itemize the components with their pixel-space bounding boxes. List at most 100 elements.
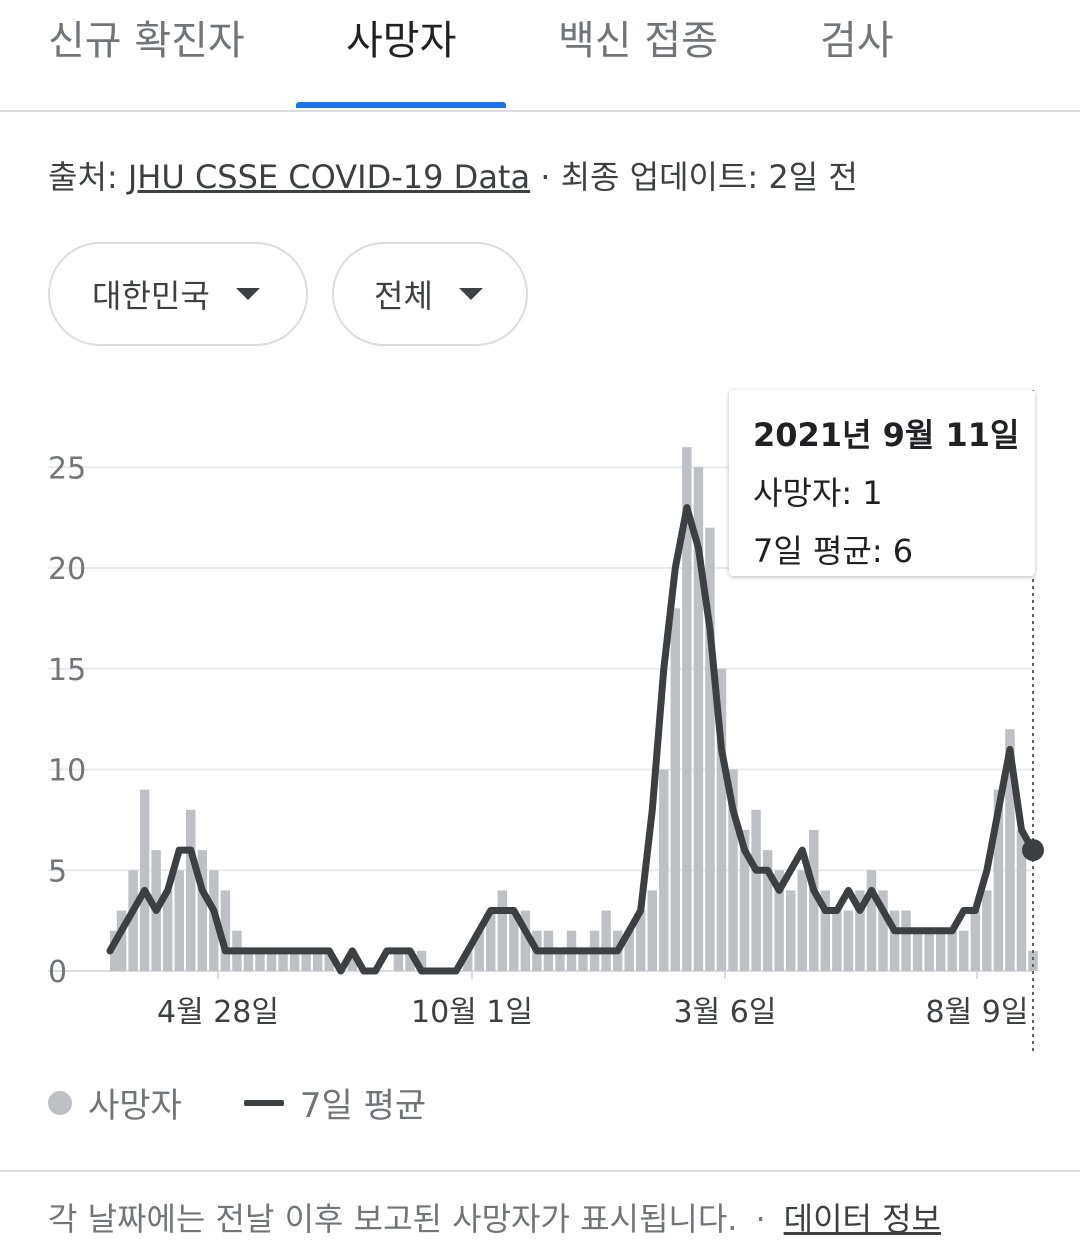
legend-deaths-label: 사망자 — [88, 1086, 182, 1126]
deaths-bar — [578, 950, 588, 971]
legend-deaths-marker — [48, 1090, 72, 1115]
tab-tests[interactable]: 검사 — [820, 18, 894, 64]
deaths-bar — [624, 930, 634, 971]
deaths-bar — [670, 608, 681, 971]
footer-note: 각 날짜에는 전날 이후 보고된 사망자가 표시됩니다. · 데이터 정보 — [48, 1194, 941, 1240]
deaths-bar — [301, 950, 311, 971]
deaths-bar — [1016, 829, 1027, 971]
deaths-bar — [474, 930, 484, 971]
deaths-bar — [462, 950, 473, 971]
deaths-bar — [405, 950, 415, 971]
deaths-bar — [693, 467, 704, 971]
deaths-bar — [924, 930, 934, 971]
chart-legend: 사망자 7일 평균 — [48, 1078, 426, 1127]
deaths-bar — [116, 910, 127, 971]
deaths-bar — [901, 910, 911, 971]
deaths-bar — [820, 890, 831, 971]
y-tick-label: 0 — [48, 955, 67, 990]
y-tick-label: 25 — [48, 451, 86, 486]
deaths-bar — [139, 789, 150, 971]
last-updated: 최종 업데이트: 2일 전 — [560, 158, 858, 196]
x-tick-label: 8월 9일 — [926, 995, 1029, 1030]
deaths-bar — [312, 950, 323, 971]
hover-point — [1022, 839, 1044, 862]
y-tick-label: 5 — [48, 854, 67, 889]
y-tick-label: 20 — [48, 552, 86, 587]
deaths-bar — [1005, 729, 1015, 971]
deaths-bar — [728, 769, 738, 971]
deaths-bar — [520, 910, 531, 971]
chevron-down-icon — [458, 288, 483, 300]
deaths-bar — [739, 829, 750, 971]
tooltip-date: 2021년 9월 11일 — [753, 416, 1020, 454]
deaths-bar — [912, 930, 923, 971]
deaths-bar — [555, 950, 565, 971]
deaths-bar — [935, 930, 946, 971]
deaths-bar — [324, 950, 334, 971]
source-line: 출처: JHU CSSE COVID-19 Data · 최종 업데이트: 2일… — [48, 152, 858, 198]
tab-bar: 신규 확진자 사망자 백신 접종 검사 — [0, 0, 1080, 112]
deaths-bar — [785, 890, 796, 971]
deaths-bar — [993, 789, 1004, 971]
region-dropdown-label: 전체 — [374, 277, 433, 315]
divider — [0, 1170, 1080, 1172]
country-dropdown[interactable]: 대한민국 — [48, 242, 308, 346]
deaths-bar — [393, 950, 404, 971]
deaths-bar — [186, 809, 196, 971]
deaths-bar — [278, 950, 288, 971]
deaths-bar — [832, 910, 842, 971]
deaths-bar — [762, 850, 773, 971]
deaths-bar — [866, 870, 877, 971]
country-dropdown-label: 대한민국 — [92, 277, 210, 315]
source-separator: · — [540, 158, 551, 196]
deaths-bar — [601, 910, 611, 971]
deaths-bar — [970, 910, 981, 971]
tab-new-cases[interactable]: 신규 확진자 — [48, 18, 245, 64]
deaths-bar — [797, 870, 807, 971]
chevron-down-icon — [235, 288, 260, 300]
deaths-bar — [243, 950, 254, 971]
deaths-bar — [774, 870, 784, 971]
deaths-bar — [347, 950, 358, 971]
tooltip-avg: 7일 평균: 6 — [753, 532, 914, 570]
deaths-bar — [647, 890, 657, 971]
deaths-bar — [266, 950, 277, 971]
footer-text: 각 날짜에는 전날 이후 보고된 사망자가 표시됩니다. — [48, 1200, 738, 1238]
deaths-bar — [110, 930, 120, 971]
deaths-bar — [855, 890, 865, 971]
legend-avg-label: 7일 평균 — [299, 1086, 427, 1126]
source-link[interactable]: JHU CSSE COVID-19 Data — [127, 158, 531, 196]
x-tick-label: 4월 28일 — [157, 995, 279, 1030]
deaths-bar — [635, 910, 646, 971]
active-tab-indicator — [296, 102, 506, 108]
deaths-bar — [486, 910, 496, 971]
region-dropdown[interactable]: 전체 — [332, 242, 528, 346]
deaths-bar — [416, 950, 427, 971]
data-info-link[interactable]: 데이터 정보 — [783, 1200, 941, 1238]
deaths-bar — [889, 910, 900, 971]
deaths-bar — [174, 870, 184, 971]
deaths-bar — [197, 850, 208, 971]
deaths-bar — [705, 527, 715, 971]
deaths-chart[interactable]: 0 5 10 15 20 25 4월 28일 10월 1일 3월 6일 8월 9일 — [0, 380, 1080, 1060]
deaths-bar — [878, 890, 888, 971]
footer-separator: · — [755, 1200, 766, 1238]
x-tick-label: 3월 6일 — [674, 995, 777, 1030]
deaths-bar — [682, 447, 692, 972]
deaths-bar — [809, 829, 819, 971]
y-tick-label: 15 — [48, 653, 86, 688]
x-tick-label: 10월 1일 — [411, 995, 533, 1030]
tab-vaccinations[interactable]: 백신 접종 — [558, 18, 718, 64]
deaths-bar — [716, 668, 727, 971]
deaths-bar — [1028, 950, 1038, 971]
deaths-bar — [947, 930, 957, 971]
tab-deaths[interactable]: 사망자 — [346, 18, 457, 64]
deaths-bar — [959, 930, 969, 971]
deaths-bar — [509, 910, 519, 971]
tooltip-deaths: 사망자: 1 — [753, 474, 883, 512]
deaths-bar — [220, 890, 231, 971]
deaths-bar — [751, 809, 761, 971]
legend-avg-marker — [243, 1099, 284, 1106]
deaths-bar — [982, 890, 992, 971]
deaths-bar — [843, 910, 854, 971]
